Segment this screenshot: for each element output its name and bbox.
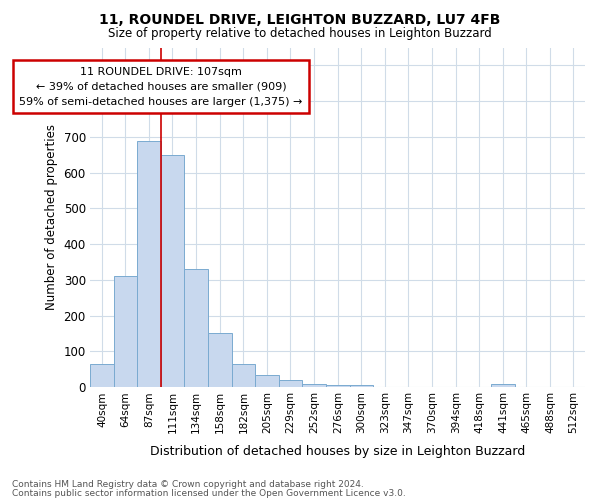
Bar [302, 384, 326, 387]
Bar [326, 386, 350, 387]
Text: 11, ROUNDEL DRIVE, LEIGHTON BUZZARD, LU7 4FB: 11, ROUNDEL DRIVE, LEIGHTON BUZZARD, LU7… [100, 12, 500, 26]
Bar [279, 380, 302, 387]
Bar [137, 141, 161, 387]
Bar [184, 269, 208, 387]
Bar [90, 364, 114, 387]
Bar [491, 384, 515, 387]
Text: Contains HM Land Registry data © Crown copyright and database right 2024.: Contains HM Land Registry data © Crown c… [12, 480, 364, 489]
Bar [114, 276, 137, 387]
Text: Size of property relative to detached houses in Leighton Buzzard: Size of property relative to detached ho… [108, 28, 492, 40]
Bar [232, 364, 255, 387]
Bar [350, 386, 373, 387]
Y-axis label: Number of detached properties: Number of detached properties [45, 124, 58, 310]
Bar [255, 374, 279, 387]
X-axis label: Distribution of detached houses by size in Leighton Buzzard: Distribution of detached houses by size … [150, 444, 525, 458]
Bar [208, 334, 232, 387]
Text: Contains public sector information licensed under the Open Government Licence v3: Contains public sector information licen… [12, 488, 406, 498]
Text: 11 ROUNDEL DRIVE: 107sqm
← 39% of detached houses are smaller (909)
59% of semi-: 11 ROUNDEL DRIVE: 107sqm ← 39% of detach… [19, 67, 302, 107]
Bar [161, 154, 184, 387]
